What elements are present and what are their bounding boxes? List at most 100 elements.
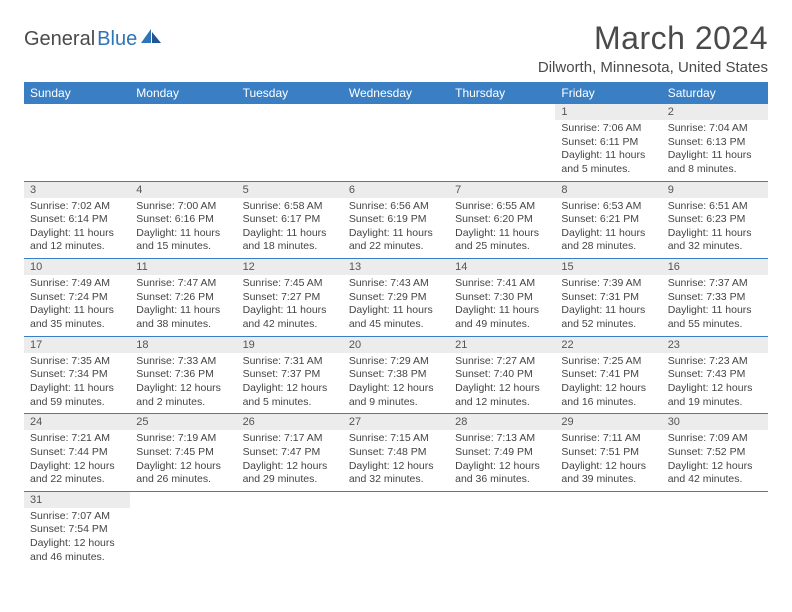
calendar-row: 3Sunrise: 7:02 AMSunset: 6:14 PMDaylight…	[24, 181, 768, 259]
sunrise-text: Sunrise: 6:51 AM	[668, 200, 762, 214]
day-number: 2	[662, 104, 768, 120]
day-number: 22	[555, 337, 661, 353]
calendar-cell	[343, 491, 449, 568]
calendar-cell: 9Sunrise: 6:51 AMSunset: 6:23 PMDaylight…	[662, 181, 768, 259]
calendar-cell: 19Sunrise: 7:31 AMSunset: 7:37 PMDayligh…	[237, 336, 343, 414]
sunrise-text: Sunrise: 7:02 AM	[30, 200, 124, 214]
day-number: 1	[555, 104, 661, 120]
day-header: Wednesday	[343, 82, 449, 104]
sunrise-text: Sunrise: 7:23 AM	[668, 355, 762, 369]
daylight-text: Daylight: 12 hours and 22 minutes.	[30, 460, 124, 487]
sunrise-text: Sunrise: 7:07 AM	[30, 510, 124, 524]
sunrise-text: Sunrise: 7:00 AM	[136, 200, 230, 214]
cell-body: Sunrise: 7:17 AMSunset: 7:47 PMDaylight:…	[237, 430, 343, 491]
daylight-text: Daylight: 12 hours and 39 minutes.	[561, 460, 655, 487]
cell-body: Sunrise: 7:43 AMSunset: 7:29 PMDaylight:…	[343, 275, 449, 336]
daylight-text: Daylight: 11 hours and 45 minutes.	[349, 304, 443, 331]
sunset-text: Sunset: 6:20 PM	[455, 213, 549, 227]
day-header: Saturday	[662, 82, 768, 104]
calendar-row: 17Sunrise: 7:35 AMSunset: 7:34 PMDayligh…	[24, 336, 768, 414]
calendar-cell: 16Sunrise: 7:37 AMSunset: 7:33 PMDayligh…	[662, 259, 768, 337]
sunrise-text: Sunrise: 7:43 AM	[349, 277, 443, 291]
cell-body: Sunrise: 7:13 AMSunset: 7:49 PMDaylight:…	[449, 430, 555, 491]
sunset-text: Sunset: 7:44 PM	[30, 446, 124, 460]
cell-body: Sunrise: 7:31 AMSunset: 7:37 PMDaylight:…	[237, 353, 343, 414]
calendar-cell	[130, 491, 236, 568]
calendar-cell	[130, 104, 236, 181]
cell-body: Sunrise: 7:23 AMSunset: 7:43 PMDaylight:…	[662, 353, 768, 414]
sunset-text: Sunset: 7:38 PM	[349, 368, 443, 382]
sunrise-text: Sunrise: 7:13 AM	[455, 432, 549, 446]
sunset-text: Sunset: 7:37 PM	[243, 368, 337, 382]
sunset-text: Sunset: 7:31 PM	[561, 291, 655, 305]
sunset-text: Sunset: 6:16 PM	[136, 213, 230, 227]
cell-body: Sunrise: 7:39 AMSunset: 7:31 PMDaylight:…	[555, 275, 661, 336]
sunset-text: Sunset: 7:33 PM	[668, 291, 762, 305]
sunrise-text: Sunrise: 7:41 AM	[455, 277, 549, 291]
daylight-text: Daylight: 11 hours and 38 minutes.	[136, 304, 230, 331]
logo-text-general: General	[24, 28, 95, 51]
calendar-cell: 13Sunrise: 7:43 AMSunset: 7:29 PMDayligh…	[343, 259, 449, 337]
cell-body: Sunrise: 7:02 AMSunset: 6:14 PMDaylight:…	[24, 198, 130, 259]
cell-body: Sunrise: 6:51 AMSunset: 6:23 PMDaylight:…	[662, 198, 768, 259]
day-number: 4	[130, 182, 236, 198]
cell-body: Sunrise: 6:55 AMSunset: 6:20 PMDaylight:…	[449, 198, 555, 259]
day-number: 17	[24, 337, 130, 353]
sunset-text: Sunset: 6:11 PM	[561, 136, 655, 150]
calendar-cell: 23Sunrise: 7:23 AMSunset: 7:43 PMDayligh…	[662, 336, 768, 414]
sunrise-text: Sunrise: 7:31 AM	[243, 355, 337, 369]
sunset-text: Sunset: 7:45 PM	[136, 446, 230, 460]
sunrise-text: Sunrise: 7:27 AM	[455, 355, 549, 369]
day-header: Tuesday	[237, 82, 343, 104]
calendar-cell: 29Sunrise: 7:11 AMSunset: 7:51 PMDayligh…	[555, 414, 661, 492]
calendar-row: 31Sunrise: 7:07 AMSunset: 7:54 PMDayligh…	[24, 491, 768, 568]
daylight-text: Daylight: 11 hours and 25 minutes.	[455, 227, 549, 254]
cell-body: Sunrise: 7:09 AMSunset: 7:52 PMDaylight:…	[662, 430, 768, 491]
daylight-text: Daylight: 12 hours and 29 minutes.	[243, 460, 337, 487]
calendar-cell: 14Sunrise: 7:41 AMSunset: 7:30 PMDayligh…	[449, 259, 555, 337]
sunrise-text: Sunrise: 7:33 AM	[136, 355, 230, 369]
calendar-cell: 3Sunrise: 7:02 AMSunset: 6:14 PMDaylight…	[24, 181, 130, 259]
sunrise-text: Sunrise: 6:56 AM	[349, 200, 443, 214]
day-number: 13	[343, 259, 449, 275]
location: Dilworth, Minnesota, United States	[538, 59, 768, 76]
day-number: 7	[449, 182, 555, 198]
day-number: 10	[24, 259, 130, 275]
sunset-text: Sunset: 7:48 PM	[349, 446, 443, 460]
calendar-cell: 10Sunrise: 7:49 AMSunset: 7:24 PMDayligh…	[24, 259, 130, 337]
calendar-cell: 8Sunrise: 6:53 AMSunset: 6:21 PMDaylight…	[555, 181, 661, 259]
cell-body: Sunrise: 7:07 AMSunset: 7:54 PMDaylight:…	[24, 508, 130, 569]
calendar-cell	[662, 491, 768, 568]
sunset-text: Sunset: 6:13 PM	[668, 136, 762, 150]
daylight-text: Daylight: 11 hours and 42 minutes.	[243, 304, 337, 331]
calendar-cell	[24, 104, 130, 181]
day-number: 18	[130, 337, 236, 353]
cell-body: Sunrise: 7:21 AMSunset: 7:44 PMDaylight:…	[24, 430, 130, 491]
cell-body: Sunrise: 6:58 AMSunset: 6:17 PMDaylight:…	[237, 198, 343, 259]
sunrise-text: Sunrise: 7:06 AM	[561, 122, 655, 136]
day-number: 23	[662, 337, 768, 353]
day-number: 24	[24, 414, 130, 430]
sunrise-text: Sunrise: 7:17 AM	[243, 432, 337, 446]
cell-body: Sunrise: 7:27 AMSunset: 7:40 PMDaylight:…	[449, 353, 555, 414]
daylight-text: Daylight: 12 hours and 5 minutes.	[243, 382, 337, 409]
day-number: 9	[662, 182, 768, 198]
sunrise-text: Sunrise: 7:35 AM	[30, 355, 124, 369]
calendar-cell: 15Sunrise: 7:39 AMSunset: 7:31 PMDayligh…	[555, 259, 661, 337]
day-number: 28	[449, 414, 555, 430]
daylight-text: Daylight: 12 hours and 32 minutes.	[349, 460, 443, 487]
daylight-text: Daylight: 11 hours and 32 minutes.	[668, 227, 762, 254]
cell-body: Sunrise: 7:45 AMSunset: 7:27 PMDaylight:…	[237, 275, 343, 336]
calendar-cell: 1Sunrise: 7:06 AMSunset: 6:11 PMDaylight…	[555, 104, 661, 181]
day-number: 12	[237, 259, 343, 275]
day-number: 11	[130, 259, 236, 275]
calendar-row: 24Sunrise: 7:21 AMSunset: 7:44 PMDayligh…	[24, 414, 768, 492]
calendar-cell: 7Sunrise: 6:55 AMSunset: 6:20 PMDaylight…	[449, 181, 555, 259]
daylight-text: Daylight: 11 hours and 49 minutes.	[455, 304, 549, 331]
daylight-text: Daylight: 12 hours and 42 minutes.	[668, 460, 762, 487]
daylight-text: Daylight: 12 hours and 2 minutes.	[136, 382, 230, 409]
daylight-text: Daylight: 11 hours and 35 minutes.	[30, 304, 124, 331]
sunset-text: Sunset: 6:19 PM	[349, 213, 443, 227]
sunset-text: Sunset: 7:40 PM	[455, 368, 549, 382]
daylight-text: Daylight: 12 hours and 16 minutes.	[561, 382, 655, 409]
